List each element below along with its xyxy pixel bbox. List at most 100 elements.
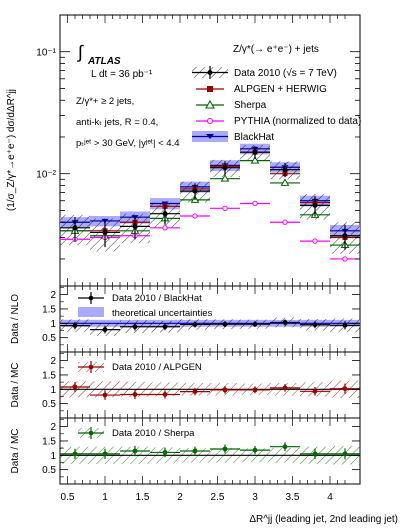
ratio-point <box>132 392 138 397</box>
pythia-point <box>312 238 318 244</box>
legend-header: Z/γ*(→ e⁺e⁻) + jets <box>233 44 319 55</box>
legend-marker-alpgen <box>207 86 213 92</box>
data-point <box>192 188 198 194</box>
jet-cuts-label: pₜʲᵉᵗ > 30 GeV, |yʲᵉᵗ| < 4.4 <box>76 138 180 149</box>
main-ytick-label: 10⁻¹ <box>36 48 56 59</box>
x-tick-label: 2.5 <box>211 492 225 503</box>
selection-label: Z/γ*+ ≥ 2 jets, <box>76 96 134 107</box>
x-tick-label: 1 <box>102 492 108 503</box>
ratio-nlo-axes: 0.5 1 1.5 2 <box>42 287 360 346</box>
data-point <box>102 229 108 235</box>
ratio-alpgen-legend-marker <box>88 364 94 370</box>
ratio-sherpa-legend-marker <box>88 430 94 436</box>
ratio-sherpa-legend: Data 2010 / Sherpa <box>78 427 195 439</box>
pythia-point <box>192 213 198 219</box>
ratio-ytick-label: 0.5 <box>42 333 56 344</box>
ratio-nlo-legend-label: Data 2010 / BlackHat <box>112 293 202 304</box>
data-point <box>132 223 138 229</box>
ratio-point <box>162 392 168 397</box>
ratio-ytick-label: 1.5 <box>42 370 56 381</box>
x-axis-label: ΔR^jj (leading jet, 2nd leading jet) <box>249 514 398 525</box>
x-tick-label: 1.5 <box>136 492 150 503</box>
legend-marker-pythia <box>206 117 214 125</box>
ratio-point <box>192 322 198 327</box>
legend-marker-blackhat <box>206 134 214 139</box>
ratio-point <box>162 450 168 455</box>
ratio-panel-sherpa: 0.5 1 1.5 2 Data / MC Data 2010 / Sherpa <box>10 417 361 485</box>
luminosity-label: L dt = 36 pb⁻¹ <box>91 69 153 80</box>
main-panel: 10⁻² 10⁻¹ (1/σ_Z/γ*→e⁺e⁻) dσ/dΔR^jj <box>6 14 361 287</box>
x-tick-label: 2 <box>177 492 183 503</box>
ratio-point <box>252 447 258 453</box>
ratio-panel-nlo: 0.5 1 1.5 2 Data / NLO Data 2010 / BlackHat… <box>10 285 361 353</box>
pythia-point <box>282 219 288 225</box>
data-point <box>252 149 258 155</box>
data-point <box>162 211 168 217</box>
x-axis: 0.5 1 1.5 2 2.5 3 3.5 4 <box>61 15 346 503</box>
ratio-ytick-label: 2 <box>50 422 56 433</box>
ratio-point <box>312 451 318 457</box>
ratio-alpgen-ylabel: Data / MC <box>10 362 21 407</box>
ratio-point <box>252 321 258 327</box>
ratio-point <box>282 444 288 450</box>
legend-label-pythia: PYTHIA (normalized to data) <box>234 116 361 127</box>
integral-sign: ∫ <box>76 42 84 62</box>
legend-marker-sherpa <box>205 99 215 109</box>
pythia-point <box>252 200 258 207</box>
ratio-point <box>342 386 348 392</box>
legend-item-blackhat: BlackHat <box>192 131 274 143</box>
legend-label-alpgen: ALPGEN + HERWIG <box>234 84 327 95</box>
jet-algo-label: anti-kₜ jets, R = 0.4, <box>76 117 158 128</box>
ratio-nlo-legend: Data 2010 / BlackHat theoretical uncerta… <box>78 292 213 319</box>
theory-unc-swatch <box>78 307 104 317</box>
ratio-point <box>312 388 318 394</box>
ratio-alpgen-axes: 0.5 1 1.5 2 <box>42 353 360 412</box>
pythia-point <box>162 225 168 231</box>
ratio-ytick-label: 1.5 <box>42 436 56 447</box>
main-ylabel: (1/σ_Z/γ*→e⁺e⁻) dσ/dΔR^jj <box>6 89 17 211</box>
ratio-nlo-marks <box>60 319 360 334</box>
ratio-nlo-legend-marker <box>88 295 94 301</box>
legend-label-data: Data 2010 (√s = 7 TeV) <box>234 67 337 79</box>
ratio-panel-alpgen: 0.5 1 1.5 2 Data / MC Data 2010 / ALPGEN <box>10 351 361 419</box>
ratio-ytick-label: 1 <box>50 385 56 396</box>
x-tick-label: 3 <box>252 492 258 503</box>
legend-item-alpgen: ALPGEN + HERWIG <box>196 84 327 95</box>
legend-label-blackhat: BlackHat <box>234 132 274 143</box>
ratio-point <box>192 389 198 394</box>
ratio-ytick-label: 2 <box>50 356 56 367</box>
ratio-ytick-label: 0.5 <box>42 465 56 476</box>
data-point <box>312 202 318 208</box>
atlas-info: ∫ L dt = 36 pb⁻¹ ATLAS Z/γ*+ ≥ 2 jets, a… <box>76 42 180 149</box>
ratio-point <box>72 451 78 457</box>
ratio-point <box>342 451 348 457</box>
ratio-point <box>102 327 108 333</box>
sherpa-point <box>250 156 260 164</box>
pythia-point <box>342 256 348 262</box>
ratio-ytick-label: 2 <box>50 290 56 301</box>
main-ytick-label: 10⁻² <box>36 170 56 181</box>
main-marks <box>60 146 360 262</box>
ratio-point <box>132 448 138 454</box>
ratio-point <box>102 392 108 398</box>
legend-item-data: Data 2010 (√s = 7 TeV) <box>192 66 337 79</box>
data-point <box>342 233 348 239</box>
data-point <box>282 167 288 173</box>
ratio-point <box>222 321 228 327</box>
ratio-point <box>72 384 78 390</box>
sherpa-point <box>220 174 230 182</box>
ratio-nlo-ylabel: Data / NLO <box>10 294 21 344</box>
ratio-sherpa-legend-label: Data 2010 / Sherpa <box>112 428 195 439</box>
ratio-point <box>252 387 258 393</box>
legend-label-sherpa: Sherpa <box>234 100 267 111</box>
ratio-sherpa-ylabel: Data / MC <box>10 428 21 473</box>
pythia-point <box>222 205 228 212</box>
ratio-alpgen-legend-label: Data 2010 / ALPGEN <box>112 362 202 373</box>
ratio-point <box>222 446 228 452</box>
legend-item-sherpa: Sherpa <box>196 99 267 111</box>
ratio-point <box>102 451 108 457</box>
data-point <box>222 165 228 171</box>
legend-marker-data <box>207 70 213 75</box>
x-tick-label: 4 <box>327 492 333 503</box>
